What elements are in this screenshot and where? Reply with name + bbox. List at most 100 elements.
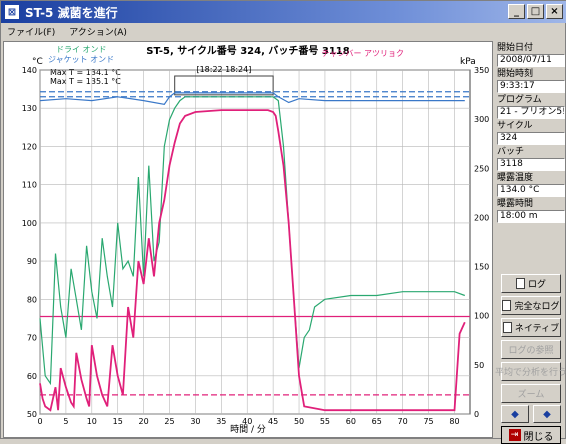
y-right-tick-label: 0: [474, 410, 479, 419]
full-log-button[interactable]: 完全なログ: [501, 296, 561, 315]
exposure-time-label: 曝露時間: [497, 199, 534, 209]
sterilization-window-box: [18:22 18:24]: [174, 65, 274, 96]
chart-ticks: 0 5 10 15 20 25 30 35 40 45 50 55 60 65 70 75 80 50 60 70 80…: [22, 66, 490, 426]
previous-button[interactable]: ◆: [501, 405, 529, 423]
minimize-button[interactable]: _: [508, 4, 525, 19]
cycle-label: サイクル: [497, 121, 533, 131]
y-right-tick-label: 200: [474, 213, 489, 222]
y-left-tick-label: 90: [27, 257, 37, 266]
y-left-tick-label: 110: [22, 181, 37, 190]
disabled-button-3-label: ズーム: [517, 390, 545, 400]
x-tick-label: 70: [398, 417, 408, 426]
x-tick-label: 10: [87, 417, 97, 426]
maximize-button[interactable]: □: [527, 4, 544, 19]
pressure-line: [39, 109, 466, 412]
menu-action[interactable]: アクション(A): [69, 27, 127, 38]
document-icon: [502, 300, 512, 311]
program-value: 21 - プリオン5!: [497, 106, 565, 119]
x-tick-label: 35: [216, 417, 226, 426]
log-button[interactable]: ログ: [501, 274, 561, 293]
y-right-tick-label: 350: [474, 66, 489, 75]
next-button[interactable]: ◆: [533, 405, 561, 423]
x-tick-label: 15: [113, 417, 123, 426]
chart-panel: ST-5, サイクル番号 324, バッチ番号 3118 ドライ オンド ジャケ…: [3, 41, 493, 438]
y-left-tick-label: 120: [22, 142, 37, 151]
x-tick-label: 50: [294, 417, 304, 426]
y-left-tick-label: 50: [27, 410, 37, 419]
x-tick-label: 0: [37, 417, 42, 426]
y-left-tick-label: 100: [22, 219, 37, 228]
y-right-tick-label: 300: [474, 115, 489, 124]
menu-bar: ファイル(F) アクション(A): [1, 23, 566, 39]
left-arrow-icon: ◆: [511, 408, 519, 420]
window-title: ST-5 滅菌を進行: [25, 5, 118, 20]
start-date-label: 開始日付: [497, 43, 534, 53]
x-tick-label: 65: [372, 417, 382, 426]
full-log-button-label: 完全なログ: [514, 302, 560, 312]
dry-temp-line: [39, 96, 466, 386]
max-temp-label-1: Max T = 134.1 °C: [50, 68, 121, 77]
legend-dry-temp: ドライ オンド: [56, 45, 107, 54]
x-tick-label: 20: [139, 417, 149, 426]
disabled-button-1-label: ログの参照: [508, 346, 554, 356]
start-time-label: 開始時刻: [497, 69, 534, 79]
x-tick-label: 25: [164, 417, 174, 426]
x-tick-label: 5: [63, 417, 68, 426]
sterile-window-label: [18:22 18:24]: [196, 65, 251, 74]
sterile-window-rect: [174, 75, 274, 96]
native-button[interactable]: ネイティブ: [501, 318, 561, 337]
x-tick-label: 80: [449, 417, 459, 426]
document-icon: [502, 322, 512, 333]
legend-jacket-temp: ジャケット オンド: [48, 55, 114, 64]
x-tick-label: 60: [346, 417, 356, 426]
close-button-label: 閉じる: [523, 431, 554, 443]
x-tick-label: 75: [423, 417, 433, 426]
title-bar[interactable]: ⊠ ST-5 滅菌を進行 _ □ ×: [1, 1, 566, 23]
right-axis-unit: kPa: [460, 57, 476, 67]
y-left-tick-label: 130: [22, 104, 37, 113]
x-tick-label: 45: [268, 417, 278, 426]
document-icon: [515, 278, 525, 289]
menu-file[interactable]: ファイル(F): [7, 27, 56, 38]
disabled-button-3[interactable]: ズーム: [501, 384, 561, 403]
exposure-time-value: 18:00 m: [497, 210, 565, 223]
y-left-tick-label: 70: [27, 334, 37, 343]
chart-title: ST-5, サイクル番号 324, バッチ番号 3118: [146, 44, 349, 57]
y-right-tick-label: 250: [474, 164, 489, 173]
max-temp-label-2: Max T = 135.1 °C: [50, 77, 121, 86]
batch-value: 3118: [497, 158, 565, 171]
legend-chamber-pressure: チャンバー アツリョク: [322, 49, 404, 58]
plot-frame: [39, 69, 471, 415]
y-left-tick-label: 140: [22, 66, 37, 75]
sterilizer-icon: ⊠: [5, 5, 19, 19]
jacket-temp-line: [39, 92, 465, 106]
log-button-label: ログ: [527, 280, 546, 290]
disabled-button-2[interactable]: 平均で分析を行う: [495, 362, 566, 381]
exposure-temp-value: 134.0 °C: [497, 184, 565, 197]
y-left-tick-label: 80: [27, 295, 37, 304]
chart-reference-lines: [40, 91, 470, 396]
y-right-tick-label: 100: [474, 312, 489, 321]
chart-series: [39, 92, 466, 412]
x-tick-label: 55: [320, 417, 330, 426]
disabled-button-2-label: 平均で分析を行う: [495, 368, 566, 378]
y-right-tick-label: 50: [474, 361, 484, 370]
start-date-value: 2008/07/11: [497, 54, 565, 67]
disabled-button-1[interactable]: ログの参照: [501, 340, 561, 359]
left-axis-unit: °C: [32, 57, 43, 67]
process-chart: ST-5, サイクル番号 324, バッチ番号 3118 ドライ オンド ジャケ…: [22, 44, 490, 435]
close-button[interactable]: ⇥ 閉じる: [501, 426, 561, 444]
x-tick-label: 30: [190, 417, 200, 426]
right-arrow-icon: ◆: [543, 408, 551, 420]
info-sidebar: 開始日付 2008/07/11 開始時刻 9:33:17 プログラム 21 - …: [495, 41, 566, 444]
x-tick-label: 40: [242, 417, 252, 426]
cycle-value: 324: [497, 132, 565, 145]
x-axis-label: 時間 / 分: [230, 424, 266, 435]
program-label: プログラム: [497, 95, 542, 105]
start-time-value: 9:33:17: [497, 80, 565, 93]
close-window-button[interactable]: ×: [546, 4, 563, 19]
y-right-tick-label: 150: [474, 263, 489, 272]
chart-grid: [39, 69, 471, 415]
close-door-icon: ⇥: [508, 429, 521, 441]
